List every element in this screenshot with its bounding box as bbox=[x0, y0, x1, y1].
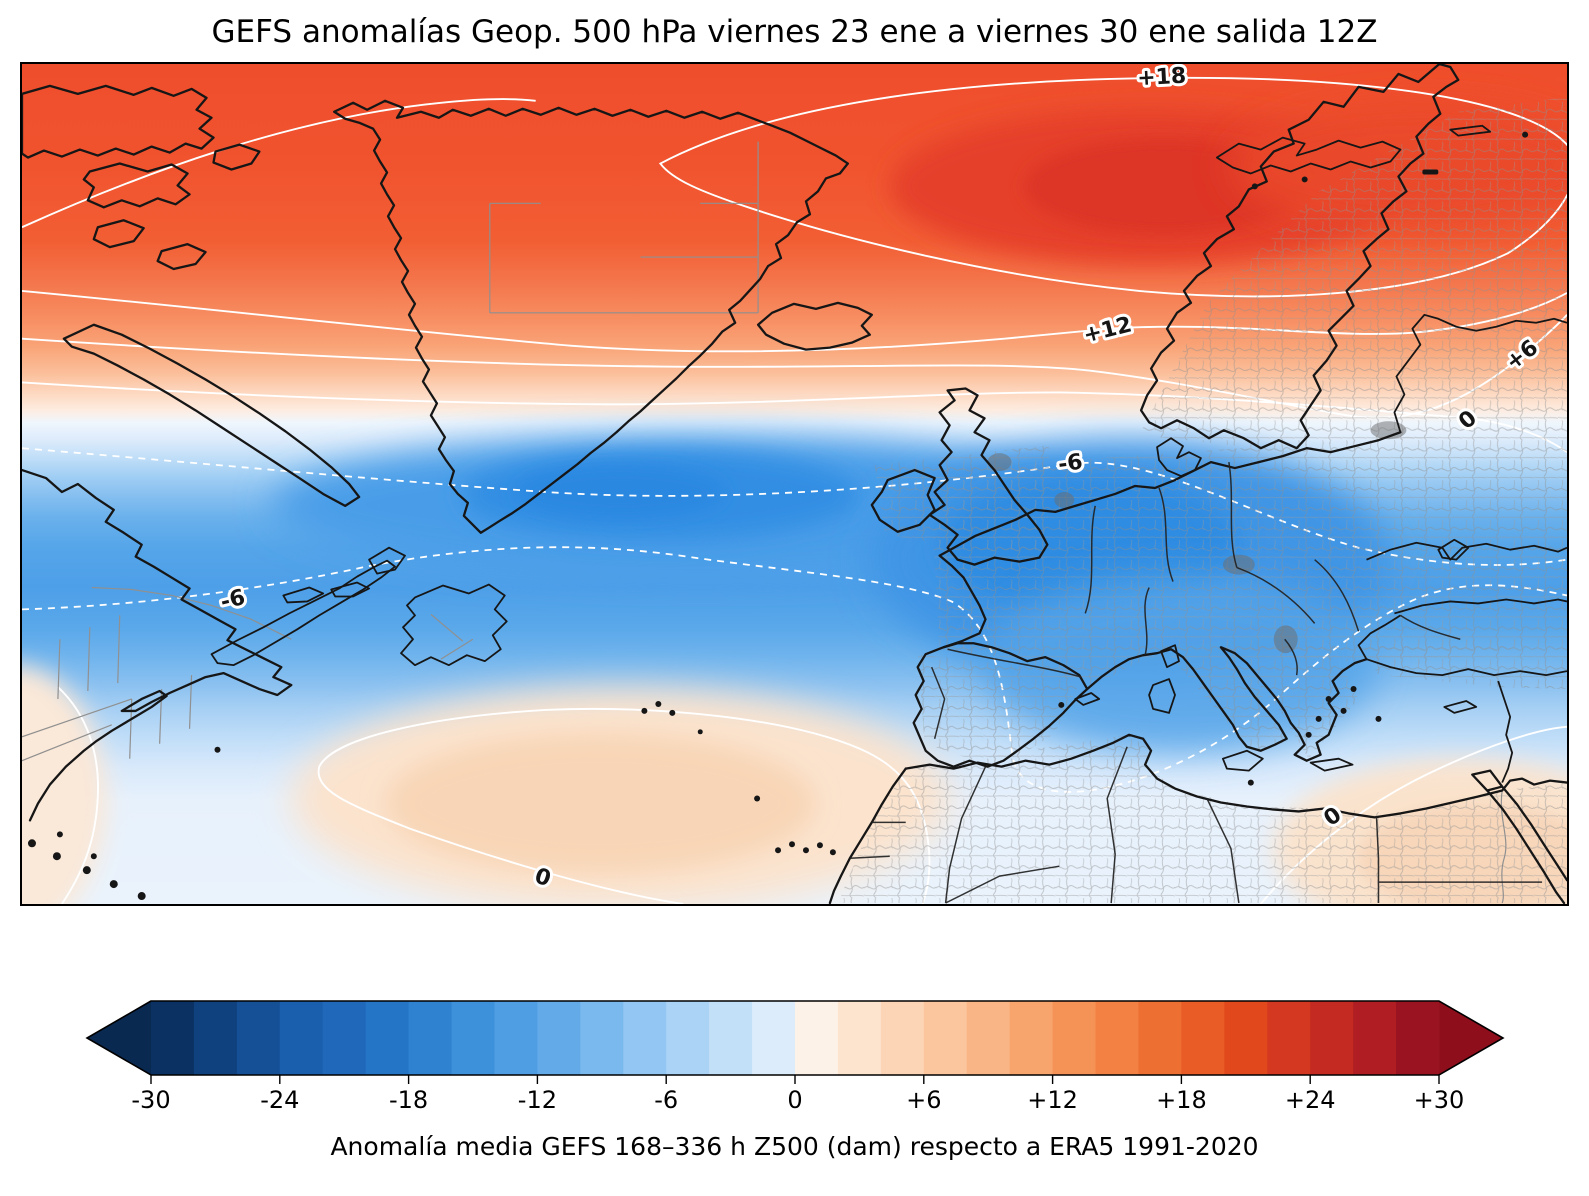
colorbar-segment bbox=[365, 1001, 410, 1075]
dense-region-patches bbox=[987, 421, 1407, 654]
colorbar-tick-label: -18 bbox=[389, 1086, 428, 1114]
coastline-britain bbox=[928, 387, 1049, 566]
colorbar-segment bbox=[1009, 1001, 1054, 1075]
colorbar-segment bbox=[623, 1001, 667, 1075]
admin-gray-lines bbox=[22, 141, 1507, 904]
colorbar-segment bbox=[1052, 1001, 1097, 1075]
colorbar-tick-label: +12 bbox=[1027, 1086, 1078, 1114]
coastline-maritimes bbox=[210, 546, 508, 667]
colorbar-segment bbox=[1181, 1001, 1226, 1075]
atlantic-islets bbox=[27, 700, 836, 901]
colorbar-segment bbox=[795, 1001, 839, 1075]
colorbar-segment bbox=[322, 1001, 367, 1075]
contour-label: -6 bbox=[1057, 450, 1085, 478]
colorbar-caption: Anomalía media GEFS 168–336 h Z500 (dam)… bbox=[330, 1132, 1259, 1161]
colorbar-segment bbox=[236, 1001, 281, 1075]
colorbar-tick-label: -6 bbox=[654, 1086, 678, 1114]
coastline-svalbard bbox=[1216, 124, 1492, 175]
colorbar-segment bbox=[1353, 1001, 1397, 1075]
colorbar-segment bbox=[1095, 1001, 1140, 1075]
colorbar-segment bbox=[923, 1001, 968, 1075]
coastline-canadian-arctic bbox=[22, 84, 361, 508]
colorbar-segment bbox=[494, 1001, 539, 1075]
contour-label: +18 bbox=[1137, 64, 1187, 91]
contour-zero-west-edge bbox=[57, 686, 99, 904]
figure-title: GEFS anomalías Geop. 500 hPa viernes 23 … bbox=[211, 14, 1378, 50]
colorbar-segment bbox=[752, 1001, 796, 1075]
colorbar-extend-high bbox=[1439, 1001, 1503, 1075]
colorbar-segment bbox=[1224, 1001, 1268, 1075]
colorbar-segment bbox=[709, 1001, 753, 1075]
colorbar-segment bbox=[451, 1001, 496, 1075]
coastline-denmark bbox=[1156, 437, 1202, 477]
colorbar-segment bbox=[837, 1001, 882, 1075]
colorbar-tick-label: +30 bbox=[1414, 1086, 1465, 1114]
colorbar-segment bbox=[966, 1001, 1011, 1075]
coastline-labrador-newengland bbox=[22, 468, 293, 822]
map-graphic: +18+12+60-6-600 bbox=[22, 64, 1567, 904]
colorbar-segment bbox=[880, 1001, 925, 1075]
colorbar-tick-label: 0 bbox=[787, 1086, 802, 1114]
coastline-morocco-atlantic bbox=[828, 767, 907, 904]
coastline-iberia bbox=[912, 642, 1089, 768]
colorbar-segment bbox=[1267, 1001, 1311, 1075]
country-borders bbox=[849, 461, 1543, 904]
colorbar-segment bbox=[408, 1001, 453, 1075]
map-panel: +18 +12 +6 0 -6 -6 0 0 bbox=[20, 62, 1569, 906]
coastline-iceland bbox=[756, 301, 873, 351]
colorbar-tick-label: -12 bbox=[518, 1086, 557, 1114]
colorbar-tick-label: +24 bbox=[1285, 1086, 1336, 1114]
mediterranean-islands bbox=[1074, 538, 1478, 772]
colorbar-segment bbox=[1138, 1001, 1183, 1075]
colorbar-tick-label: -24 bbox=[260, 1086, 299, 1114]
coastline-greenland bbox=[333, 99, 850, 534]
colorbar-segment bbox=[1310, 1001, 1354, 1075]
colorbar-segment bbox=[151, 1001, 195, 1075]
colorbar-tick-label: +6 bbox=[906, 1086, 941, 1114]
coastline-baltic-east bbox=[1393, 313, 1567, 433]
colorbar-segment bbox=[537, 1001, 582, 1075]
colorbar-segment bbox=[580, 1001, 624, 1075]
colorbar-segment bbox=[1396, 1001, 1440, 1075]
coastline-mediterranean-north bbox=[1086, 646, 1368, 762]
colorbar: -30 -24 -18 -12 -6 0 +6 +12 +18 +24 +30 bbox=[85, 1000, 1505, 1114]
colorbar-segment bbox=[193, 1001, 238, 1075]
colorbar-segment bbox=[279, 1001, 324, 1075]
coastline-ireland bbox=[870, 468, 936, 533]
coastlines bbox=[22, 64, 1567, 904]
coastline-turkey-south bbox=[1366, 658, 1567, 783]
coastline-north-sea bbox=[938, 431, 1402, 649]
colorbar-tick-label: +18 bbox=[1156, 1086, 1207, 1114]
admin-region-texture bbox=[837, 96, 1567, 904]
coastline-black-sea bbox=[1357, 541, 1567, 660]
colorbar-extend-low bbox=[87, 1001, 151, 1075]
aegean-islets bbox=[1058, 686, 1382, 786]
colorbar-tick-label: -30 bbox=[131, 1086, 170, 1114]
coastline-red-sea bbox=[1471, 769, 1567, 904]
coastline-scandinavia bbox=[1139, 64, 1460, 450]
colorbar-segment bbox=[666, 1001, 710, 1075]
